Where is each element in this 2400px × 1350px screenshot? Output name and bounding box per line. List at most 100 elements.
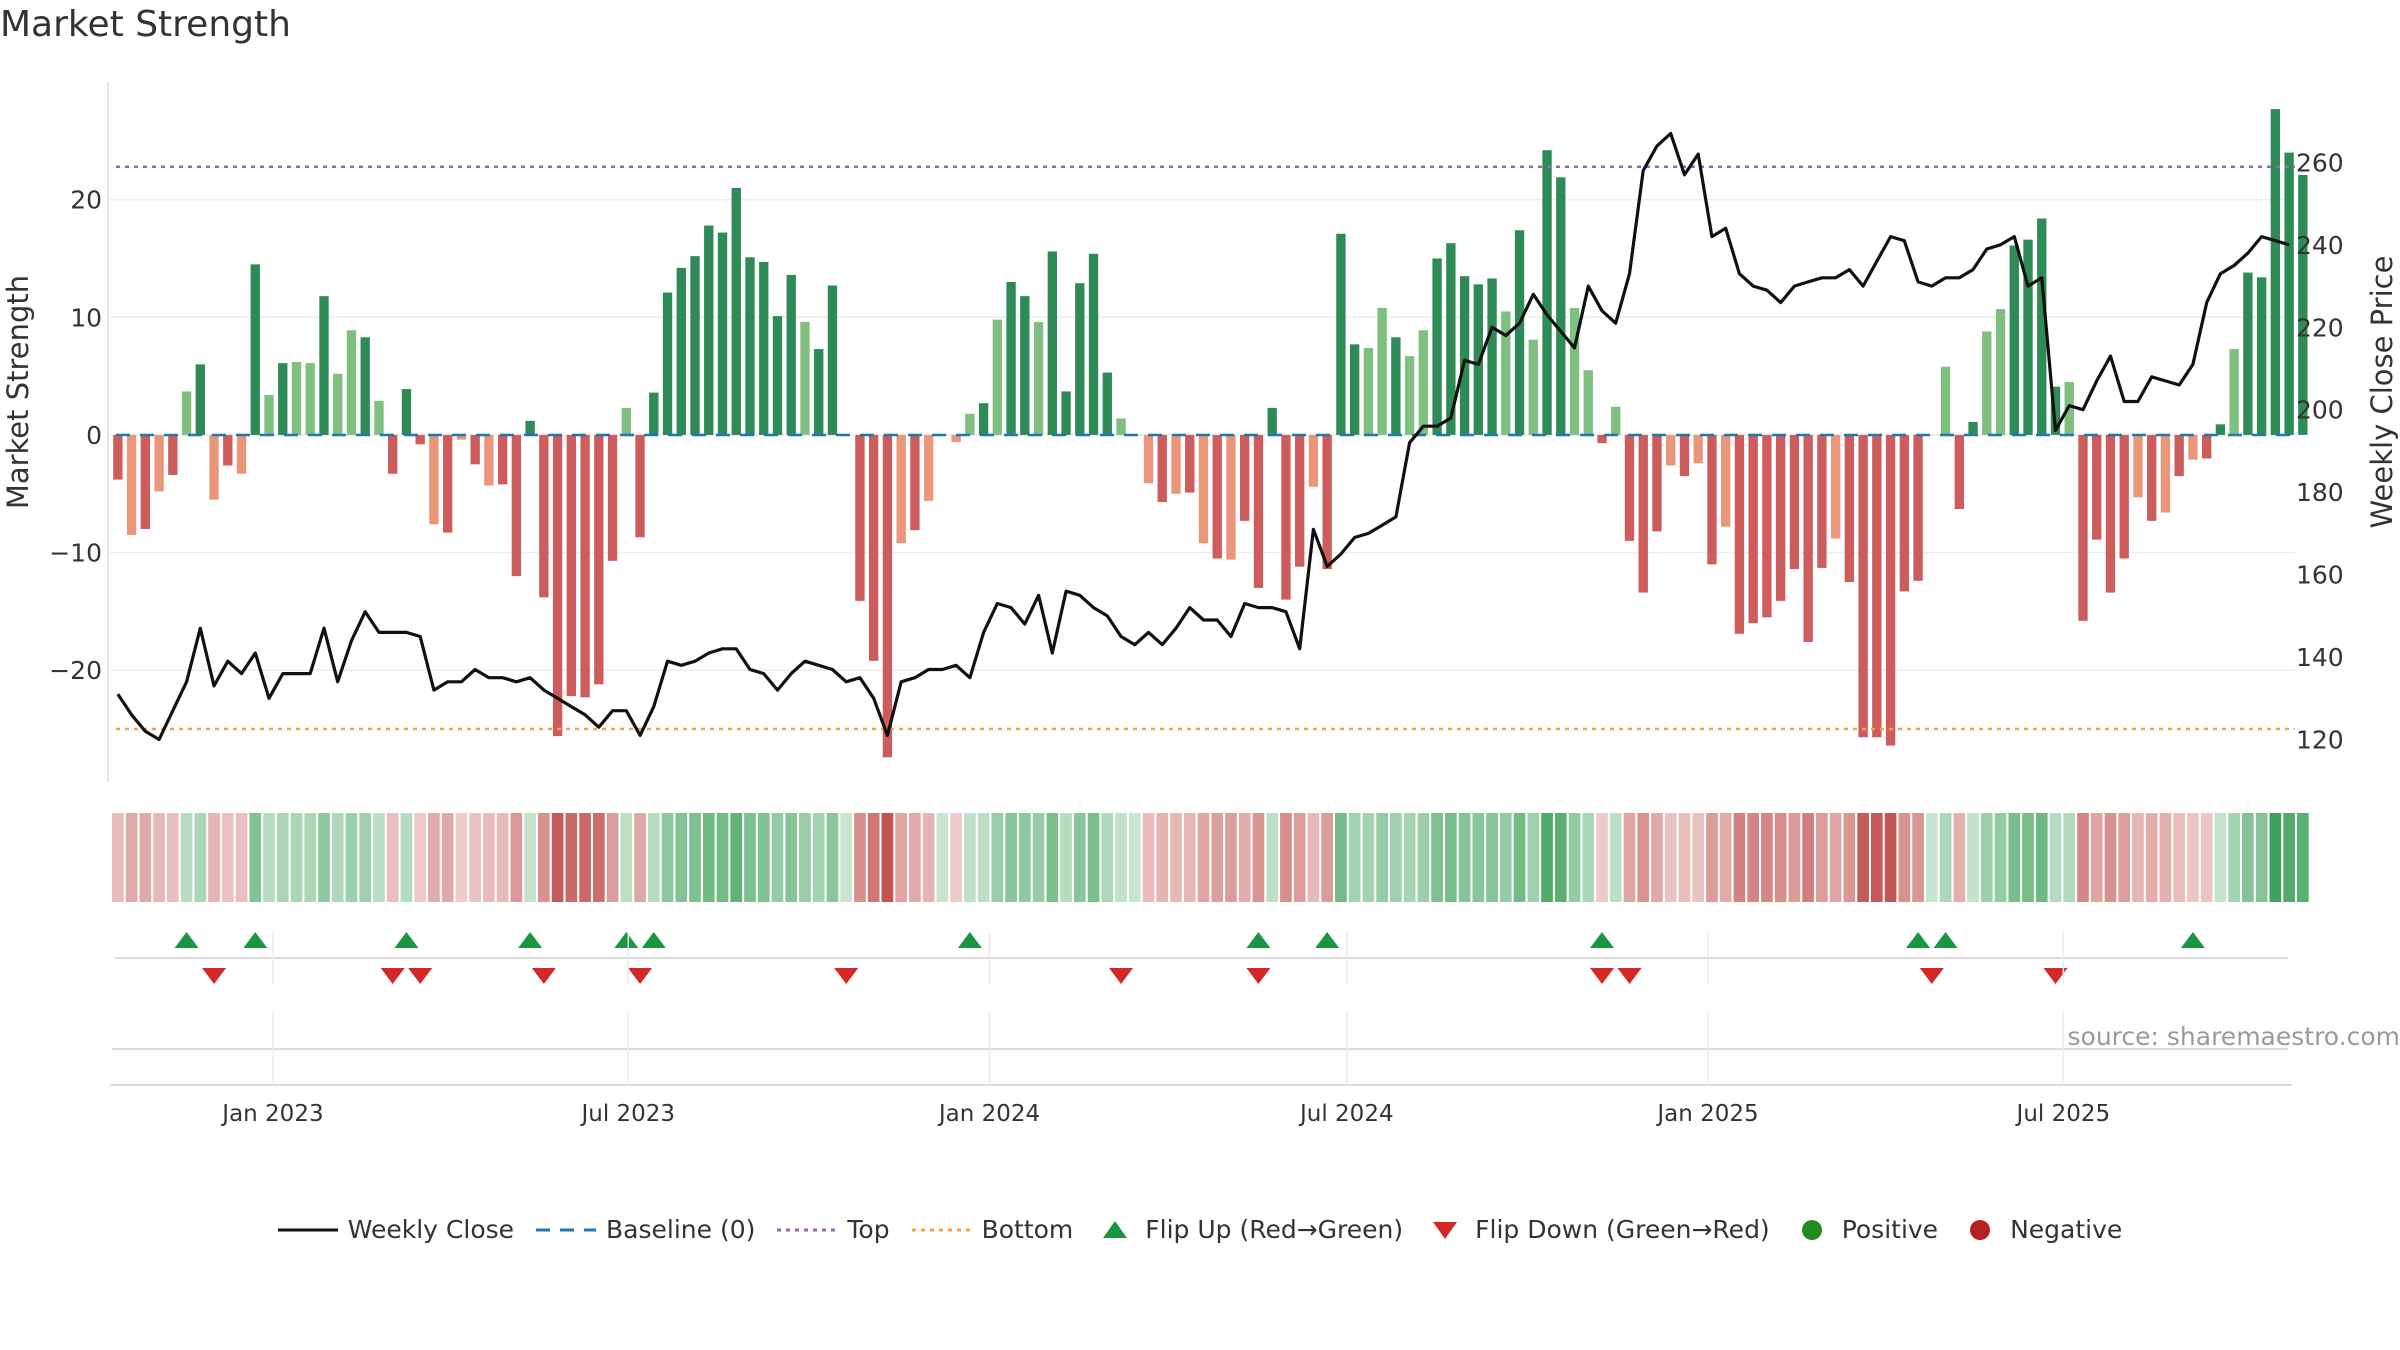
strip-cell (1678, 813, 1691, 902)
strength-bar (1033, 322, 1044, 435)
strength-bars (113, 109, 2308, 758)
strength-bar (2160, 434, 2171, 513)
strip-cell (2214, 813, 2227, 902)
strip-cell (936, 813, 949, 902)
strip-cell (290, 813, 303, 902)
strength-bar (360, 337, 370, 435)
flip-down-marker (1590, 968, 1615, 984)
strength-bar (882, 434, 893, 758)
strip-cell (331, 813, 344, 902)
strength-bar (2009, 245, 2019, 435)
strip-cell (592, 813, 605, 902)
strength-bar (2105, 434, 2116, 593)
y2-tick-label: 240 (2296, 231, 2344, 260)
strength-bar (621, 407, 631, 435)
strip-cell (1651, 813, 1663, 902)
strength-bar (2119, 434, 2129, 559)
legend-bottom: Bottom (911, 1215, 1073, 1244)
strip-cell (496, 813, 509, 902)
strength-bar (868, 434, 879, 661)
strip-cell (799, 813, 811, 902)
strip-cell (2104, 813, 2117, 902)
y2-tick-label: 140 (2296, 643, 2344, 672)
x-tick-label: Jul 2024 (1298, 1101, 1394, 1127)
strip-cell (221, 813, 234, 902)
strength-bar (181, 391, 192, 435)
strength-bar (2215, 424, 2226, 435)
strip-cell (1458, 813, 1471, 902)
y2-tick-label: 180 (2296, 478, 2344, 507)
strip-cell (2283, 813, 2295, 902)
strength-bar (800, 322, 810, 435)
flip-down-marker (1617, 968, 1642, 984)
strip-cell (2049, 813, 2062, 902)
strip-cell (1609, 813, 1622, 902)
strength-bar (1198, 434, 1209, 544)
strip-cell (1183, 813, 1196, 902)
x-tick-label: Jan 2025 (1655, 1101, 1758, 1127)
strip-cell (2090, 813, 2103, 902)
strip-cell (1898, 813, 1911, 902)
strip-cell (1527, 813, 1540, 902)
strip-cell (1293, 813, 1306, 902)
strength-bar (690, 256, 700, 435)
strip-cell (414, 813, 427, 902)
strip-cell (373, 813, 385, 902)
strip-cell (909, 813, 921, 902)
strip-cell (524, 813, 536, 902)
strip-cell (194, 813, 207, 902)
strip-cell (153, 813, 165, 902)
flip-up-marker (394, 932, 419, 948)
strength-bar (2284, 152, 2294, 435)
strength-bar (1088, 253, 1099, 435)
market-strength-chart: −20 −10 0 10 20 120 140 160 180 200 220 240 260 Marke… (1, 82, 2399, 1127)
strength-bar (1432, 258, 1442, 435)
strip-cell (1692, 813, 1705, 902)
y-tick-label: −10 (49, 539, 102, 568)
strip-cell (661, 813, 674, 902)
positive-dot-icon (1801, 1219, 1822, 1240)
strength-bar (2298, 174, 2308, 435)
strength-bar (1789, 434, 1800, 570)
strip-cell (2242, 813, 2254, 902)
strength-bar (1583, 370, 1593, 435)
strip-cell (2022, 813, 2034, 902)
strength-bar (484, 434, 494, 486)
flip-down-marker (1919, 968, 1944, 984)
strip-cell (1046, 813, 1059, 902)
strip-cell (1032, 813, 1045, 902)
strength-bar (1212, 434, 1222, 559)
legend-positive: Positive (1792, 1215, 1938, 1244)
strip-cell (1362, 813, 1375, 902)
flip-down-marker (628, 968, 653, 984)
strip-cell (2118, 813, 2131, 902)
strength-bar (1569, 307, 1580, 435)
strip-cell (1513, 813, 1526, 902)
strength-bar (305, 363, 315, 435)
strip-cell (441, 813, 454, 902)
flip-down-icon (1433, 1221, 1458, 1239)
strip-cell (716, 813, 729, 902)
flip-up-marker (1906, 932, 1931, 948)
strength-bar (1047, 251, 1057, 435)
legend-baseline: Baseline (0) (536, 1215, 755, 1244)
strip-cell (1472, 813, 1485, 902)
strength-bar (594, 434, 604, 685)
strength-bar (1240, 434, 1250, 521)
strip-cell (1802, 813, 1814, 902)
y2-tick-label: 200 (2296, 396, 2344, 425)
strength-bar (1501, 311, 1511, 435)
strength-bar (2133, 434, 2143, 498)
strength-bar (168, 434, 178, 475)
flip-up-marker (174, 932, 199, 948)
strength-bar (1775, 434, 1786, 601)
strip-cell (400, 813, 413, 902)
strength-bar (1982, 331, 1992, 435)
strength-bar (1693, 434, 1703, 464)
strength-bar (2201, 434, 2212, 459)
strip-cell (991, 813, 1004, 902)
strip-cell (1170, 813, 1182, 902)
strength-bar (978, 403, 989, 435)
strength-bar (1171, 434, 1181, 494)
strip-cell (1431, 813, 1443, 902)
